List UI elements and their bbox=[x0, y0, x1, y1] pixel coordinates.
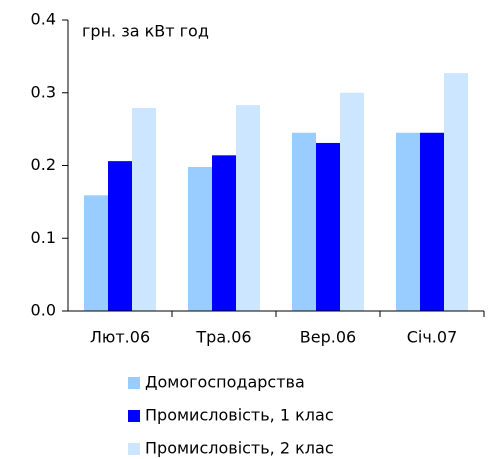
legend-label: Домогосподарства bbox=[145, 373, 305, 392]
bar bbox=[212, 155, 236, 311]
bar bbox=[188, 166, 212, 311]
y-tick-label: 0.2 bbox=[31, 155, 56, 174]
bar bbox=[420, 132, 444, 311]
y-tick-label: 0.1 bbox=[31, 228, 56, 247]
legend-swatch bbox=[128, 443, 140, 455]
bar bbox=[396, 132, 420, 311]
y-tick-label: 0.3 bbox=[31, 82, 56, 101]
legend-swatch bbox=[128, 377, 140, 389]
bar bbox=[132, 108, 156, 311]
y-tick-label: 0.0 bbox=[31, 301, 56, 320]
x-tick-label: Лют.06 bbox=[90, 328, 150, 347]
legend-swatch bbox=[128, 410, 140, 422]
x-tick-label: Січ.07 bbox=[407, 328, 458, 347]
legend-label: Промисловість, 2 клас bbox=[145, 439, 334, 458]
x-tick-label: Вер.06 bbox=[300, 328, 356, 347]
y-tick-label: 0.4 bbox=[31, 10, 56, 29]
x-tick-label: Тра.06 bbox=[195, 328, 251, 347]
bar bbox=[292, 132, 316, 311]
bar bbox=[84, 195, 108, 311]
bar bbox=[108, 161, 132, 311]
legend-label: Промисловість, 1 клас bbox=[145, 406, 334, 425]
bar bbox=[316, 142, 340, 311]
bar bbox=[444, 73, 468, 311]
bar bbox=[340, 92, 364, 311]
bar bbox=[236, 105, 260, 312]
unit-annotation: грн. за кВт год bbox=[82, 22, 209, 41]
